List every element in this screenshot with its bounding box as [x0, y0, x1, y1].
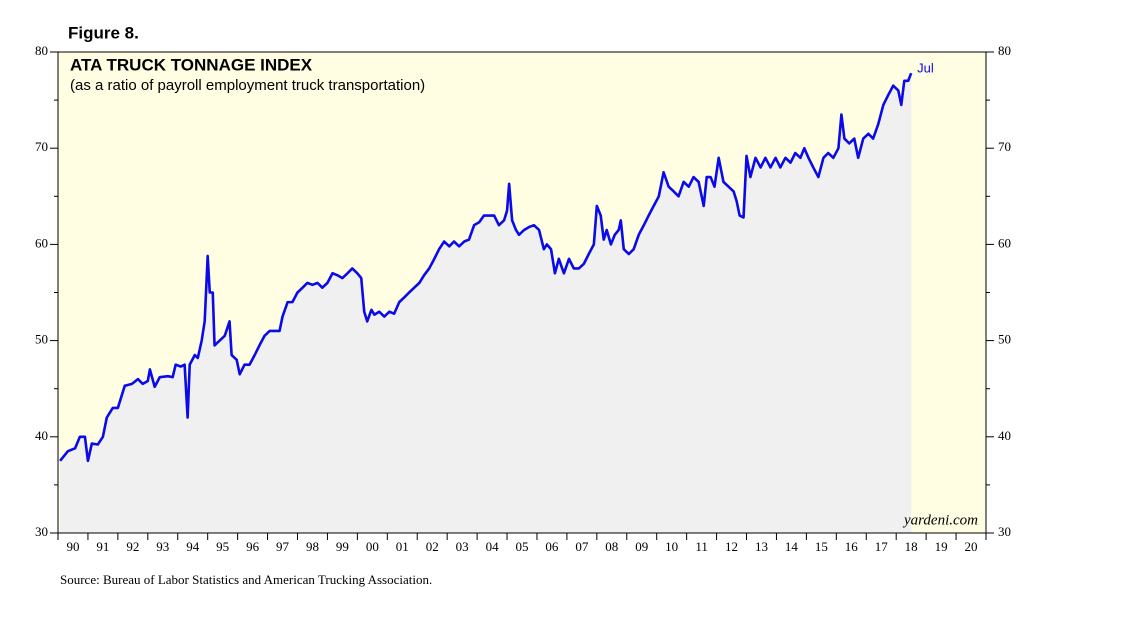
x-tick-label: 90: [66, 539, 79, 554]
y-tick-label-left: 80: [35, 43, 48, 58]
y-tick-label-left: 70: [35, 139, 48, 154]
x-tick-label: 94: [186, 539, 200, 554]
x-tick-label: 96: [246, 539, 260, 554]
x-tick-label: 09: [635, 539, 648, 554]
x-tick-label: 97: [276, 539, 290, 554]
x-tick-label: 99: [336, 539, 349, 554]
x-tick-label: 02: [426, 539, 439, 554]
x-tick-label: 15: [815, 539, 828, 554]
x-tick-label: 16: [845, 539, 859, 554]
x-tick-label: 20: [965, 539, 978, 554]
x-tick-label: 00: [366, 539, 379, 554]
x-tick-label: 07: [575, 539, 589, 554]
x-tick-label: 04: [486, 539, 500, 554]
y-tick-label-left: 60: [35, 235, 48, 250]
y-tick-label-right: 30: [998, 524, 1011, 539]
y-tick-label-right: 50: [998, 332, 1011, 347]
y-tick-label-left: 50: [35, 332, 48, 347]
y-tick-label-right: 80: [998, 43, 1011, 58]
end-label: Jul: [917, 61, 934, 76]
x-tick-label: 03: [456, 539, 469, 554]
x-tick-label: 95: [216, 539, 229, 554]
x-tick-label: 93: [156, 539, 169, 554]
x-tick-label: 17: [875, 539, 889, 554]
watermark: yardeni.com: [902, 512, 978, 528]
x-tick-label: 92: [126, 539, 139, 554]
x-tick-label: 98: [306, 539, 319, 554]
y-tick-label-right: 60: [998, 235, 1011, 250]
chart-subtitle: (as a ratio of payroll employment truck …: [70, 77, 425, 94]
y-tick-label-left: 30: [35, 524, 48, 539]
chart-title: ATA TRUCK TONNAGE INDEX: [70, 55, 313, 74]
x-tick-label: 18: [905, 539, 918, 554]
x-tick-label: 06: [545, 539, 559, 554]
y-tick-label-right: 70: [998, 139, 1011, 154]
x-tick-label: 11: [695, 539, 708, 554]
y-tick-label-right: 40: [998, 428, 1011, 443]
x-tick-label: 91: [96, 539, 109, 554]
x-tick-label: 19: [935, 539, 948, 554]
area-fill: [60, 73, 912, 533]
y-tick-label-left: 40: [35, 428, 48, 443]
figure-label: Figure 8.: [68, 23, 139, 42]
source-note: Source: Bureau of Labor Statistics and A…: [60, 572, 432, 587]
x-tick-label: 01: [396, 539, 409, 554]
x-tick-label: 08: [605, 539, 618, 554]
x-tick-label: 12: [725, 539, 738, 554]
x-tick-label: 05: [516, 539, 529, 554]
x-tick-label: 10: [665, 539, 678, 554]
series-line: [59, 72, 913, 463]
x-tick-label: 14: [785, 539, 799, 554]
x-tick-label: 13: [755, 539, 768, 554]
